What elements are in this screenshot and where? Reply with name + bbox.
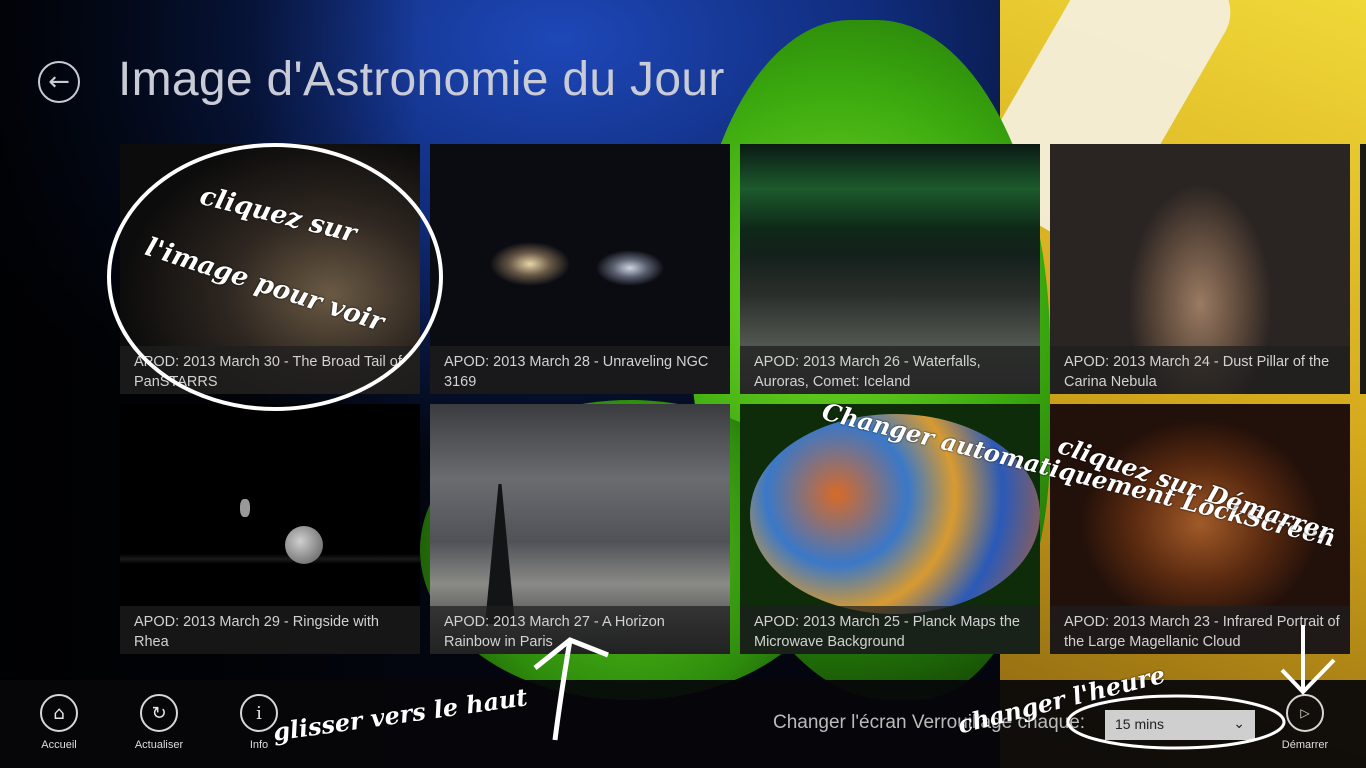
apod-tile[interactable]: APOD: 2013 March 23 - Infrared Portrait …: [1050, 404, 1350, 654]
refresh-icon: ↻: [140, 694, 178, 732]
tile-caption: APOD: 2013 March 24 - Dust Pillar of the…: [1050, 346, 1350, 394]
home-button[interactable]: ⌂ Accueil: [19, 694, 99, 751]
info-icon: i: [240, 694, 278, 732]
apod-tile[interactable]: APOD: 2013 March 26 - Waterfalls, Aurora…: [740, 144, 1040, 394]
back-arrow-icon: ←: [48, 67, 70, 97]
play-icon: ▷: [1286, 694, 1324, 732]
interval-value: 15 mins: [1115, 716, 1165, 732]
tile-caption: APOD: 2013 March 26 - Waterfalls, Aurora…: [740, 346, 1040, 394]
interval-select[interactable]: 15 mins ⌄: [1105, 710, 1255, 740]
apod-tile[interactable]: APOD: 2013 March 30 - The Broad Tail of …: [120, 144, 420, 394]
arrow-up-head: [533, 637, 609, 670]
apod-tile[interactable]: APOD: 2013 March 24 - Dust Pillar of the…: [1050, 144, 1350, 394]
tile-caption: APOD: 2013 March 25 - Planck Maps the Mi…: [740, 606, 1040, 654]
apod-tile[interactable]: APOD: 2013 March 28 - Unraveling NGC 316…: [430, 144, 730, 394]
apod-tile[interactable]: APOD: 2013 March 27 - A Horizon Rainbow …: [430, 404, 730, 654]
highlight-circle-tile: [107, 143, 443, 411]
lockscreen-interval-label: Changer l'écran Verrouillage chaque:: [773, 712, 1086, 733]
highlight-circle-select: [1066, 694, 1286, 750]
arrow-down-head: [1280, 658, 1336, 695]
refresh-label: Actualiser: [134, 739, 184, 751]
back-button[interactable]: ←: [38, 61, 80, 103]
moon-small: [240, 499, 250, 517]
chevron-down-icon: ⌄: [1233, 715, 1245, 731]
next-tile-edge: [1360, 144, 1366, 394]
tile-caption: APOD: 2013 March 29 - Ringside with Rhea: [120, 606, 420, 654]
page-title: Image d'Astronomie du Jour: [118, 53, 725, 106]
home-icon: ⌂: [40, 694, 78, 732]
tile-caption: APOD: 2013 March 23 - Infrared Portrait …: [1050, 606, 1350, 654]
tile-caption: APOD: 2013 March 28 - Unraveling NGC 316…: [430, 346, 730, 394]
moon-rhea: [285, 526, 323, 564]
cmb-ellipse: [750, 414, 1040, 614]
info-label: Info: [249, 739, 269, 751]
info-button[interactable]: i Info: [219, 694, 299, 751]
start-label: Démarrer: [1281, 739, 1329, 751]
apod-tile[interactable]: APOD: 2013 March 29 - Ringside with Rhea: [120, 404, 420, 654]
home-label: Accueil: [41, 739, 77, 751]
start-button[interactable]: ▷ Démarrer: [1265, 694, 1345, 751]
arrow-up-shaft: [552, 639, 573, 741]
apod-tile[interactable]: APOD: 2013 March 25 - Planck Maps the Mi…: [740, 404, 1040, 654]
refresh-button[interactable]: ↻ Actualiser: [119, 694, 199, 751]
